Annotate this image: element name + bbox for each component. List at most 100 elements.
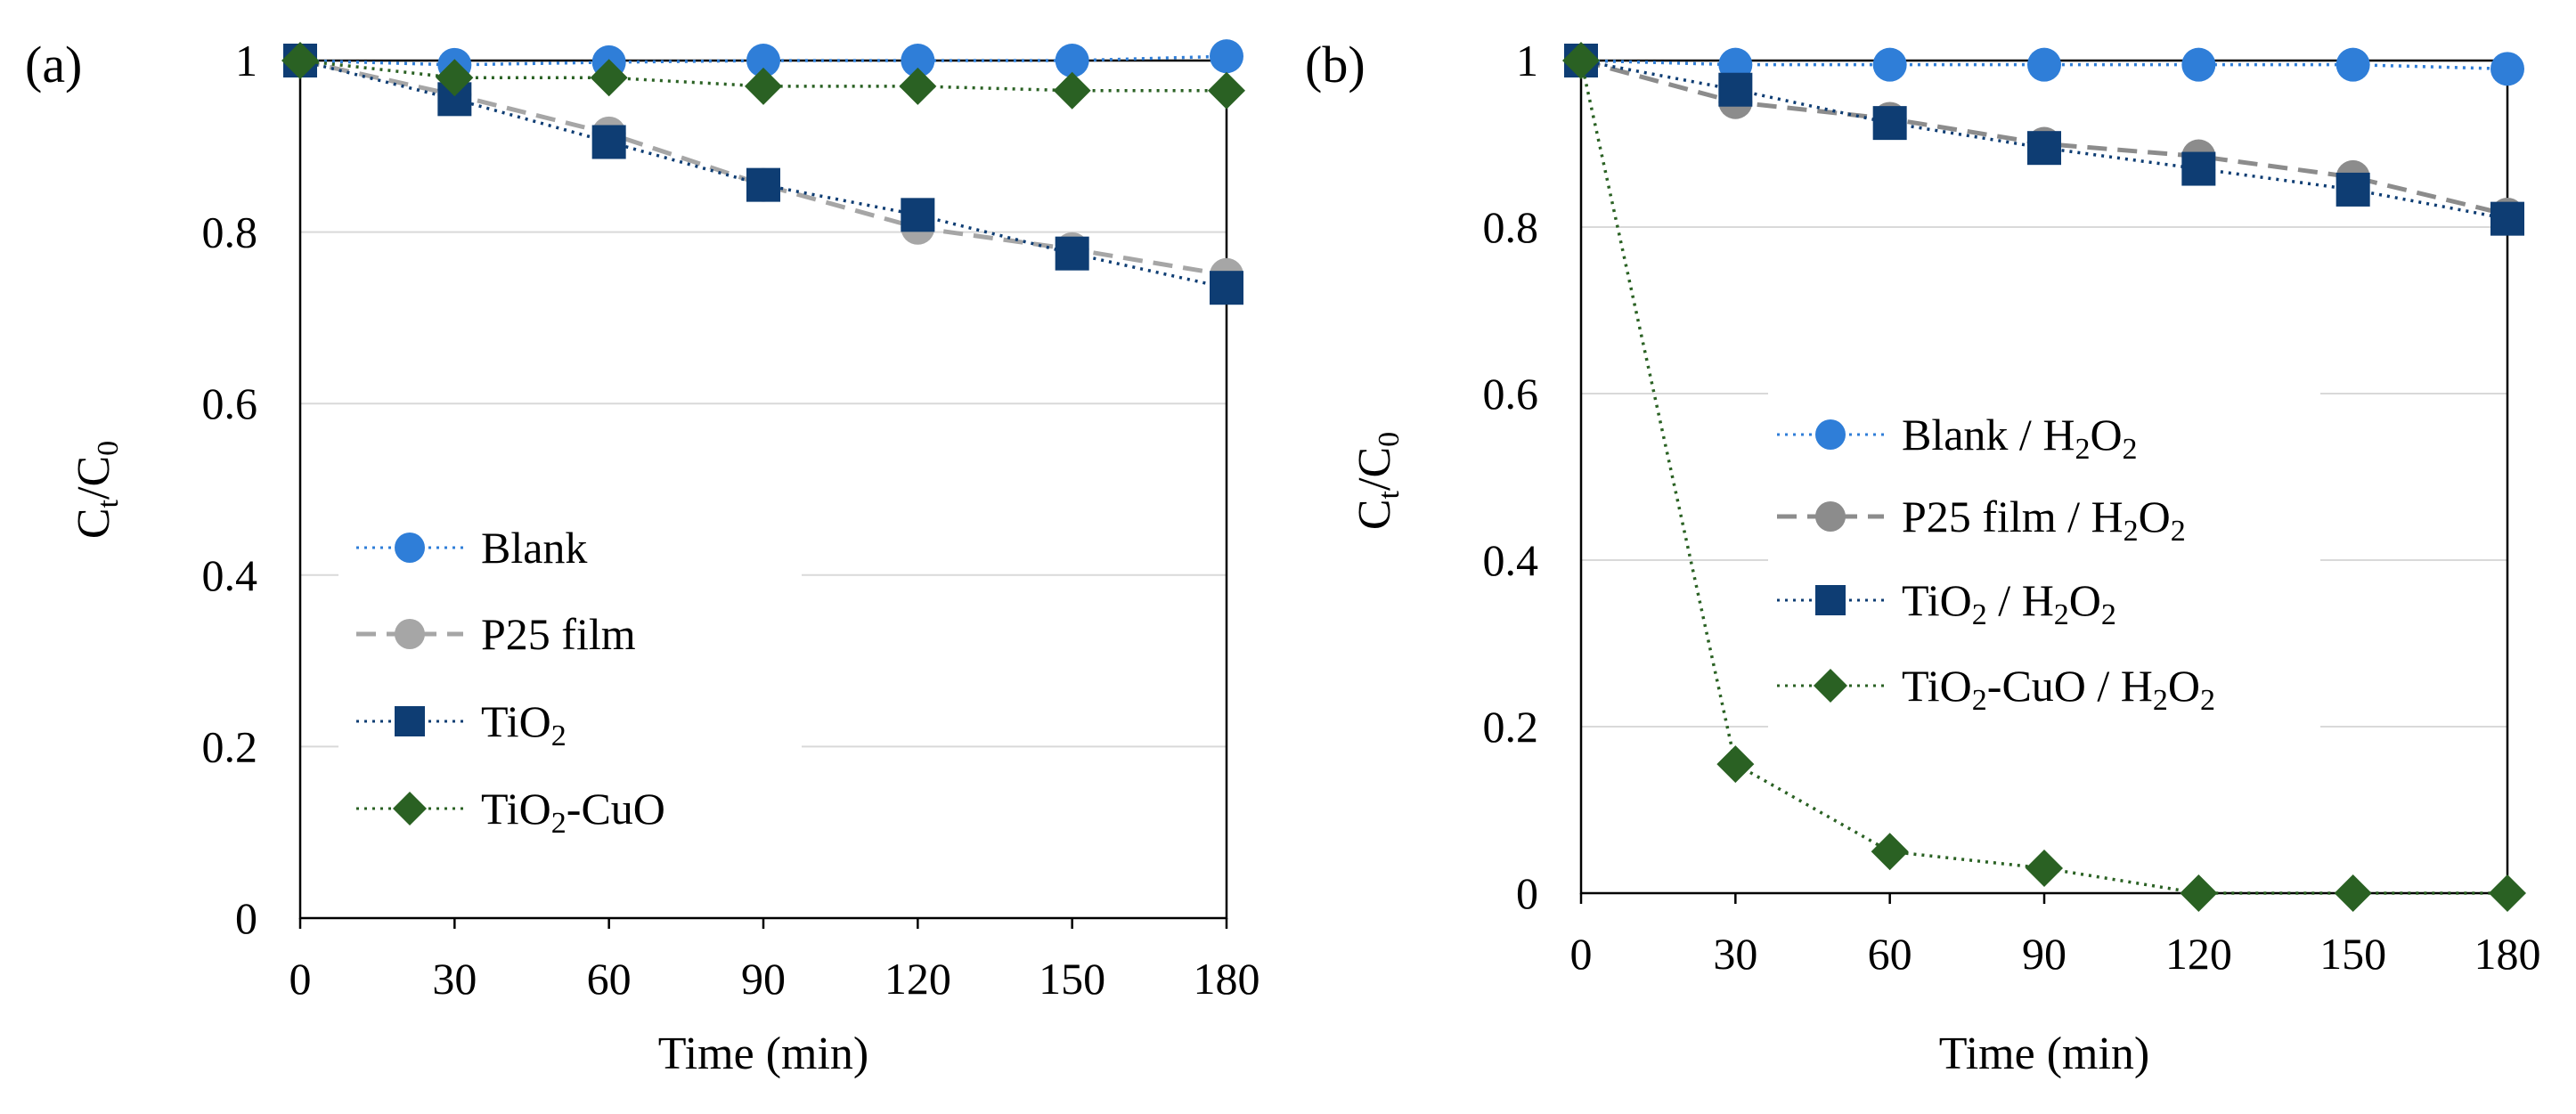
x-tick-label: 150: [2319, 929, 2386, 979]
y-tick-label: 0.8: [202, 207, 258, 257]
panel-b-x-ticks: 0 30 60 90 120 150 180: [1570, 893, 2541, 979]
y-tick-label: 0.4: [202, 550, 258, 600]
data-point-blank-h2o2: [2336, 47, 2370, 82]
legend-label-tio2: TiO2: [481, 696, 567, 752]
data-point-tio2-cuo-h2o2: [2334, 874, 2372, 912]
panel-b: (b) 0 0.2 0.4 0.6 0.8 1 0 30 60 90 120 150 180 Blan…: [1305, 36, 2541, 1079]
y-tick-label: 1: [235, 36, 257, 85]
x-tick-label: 120: [2165, 929, 2232, 979]
data-point-tio2-h2o2: [1872, 106, 1907, 141]
legend-entry-p25-film-h2o2: P25 film / H2O2: [1777, 492, 2186, 548]
data-point-tio2-cuo-h2o2: [2489, 874, 2526, 912]
legend-label-tio2-h2o2: TiO2 / H2O2: [1902, 575, 2116, 631]
panel-b-series: [1562, 42, 2526, 912]
y-tick-label: 1: [1516, 36, 1538, 85]
x-tick-label: 30: [1713, 929, 1757, 979]
panel-a-tag: (a): [25, 36, 82, 94]
data-point-blank-h2o2: [1872, 47, 1907, 82]
data-point-blank: [1210, 39, 1243, 74]
panel-a-series: [281, 39, 1245, 305]
legend-label-tio2-cuo: TiO2-CuO: [481, 784, 665, 840]
panel-a-x-axis-label: Time (min): [658, 1029, 868, 1079]
legend-entry-tio2-cuo-h2o2: TiO2-CuO / H2O2: [1777, 661, 2215, 717]
panel-a-legend: Blank P25 film TiO2 TiO2-CuO: [338, 523, 802, 873]
data-point-tio2-cuo: [745, 67, 782, 105]
legend-marker-tio2-cuo: [393, 792, 427, 825]
legend-entry-blank: Blank: [356, 523, 587, 573]
series-tio2-cuo-h2o2: [1562, 42, 2526, 912]
data-point-tio2-cuo: [590, 59, 628, 97]
x-tick-label: 150: [1039, 954, 1105, 1004]
data-point-tio2: [1055, 236, 1089, 271]
legend-marker-p25-film-h2o2: [1815, 501, 1846, 532]
data-point-tio2: [1210, 271, 1243, 305]
y-tick-label: 0.6: [1483, 369, 1539, 419]
panel-b-y-axis-label: Ct/C0: [1349, 432, 1406, 530]
panel-a-x-ticks: 0 30 60 90 120 150 180: [289, 918, 1260, 1004]
data-point-tio2: [591, 125, 626, 159]
legend-label-blank-h2o2: Blank / H2O2: [1902, 410, 2138, 466]
y-tick-label: 0.6: [202, 378, 258, 428]
data-point-tio2-cuo-h2o2: [1562, 42, 1600, 79]
data-point-tio2-h2o2: [2027, 131, 2061, 166]
data-point-tio2-cuo-h2o2: [2026, 849, 2063, 887]
data-point-blank: [746, 44, 780, 77]
legend-entry-tio2-cuo: TiO2-CuO: [356, 784, 665, 840]
data-point-tio2-h2o2: [2490, 201, 2524, 236]
panel-b-tag: (b): [1305, 36, 1365, 94]
data-point-tio2-cuo: [1208, 71, 1245, 110]
legend-entry-p25-film: P25 film: [356, 609, 636, 659]
data-point-blank: [901, 44, 935, 77]
panel-b-x-axis-label: Time (min): [1939, 1029, 2149, 1079]
legend-entry-blank-h2o2: Blank / H2O2: [1777, 410, 2138, 466]
data-point-tio2-cuo-h2o2: [1716, 745, 1755, 784]
y-tick-label: 0.8: [1483, 202, 1539, 252]
legend-marker-p25-film: [395, 619, 425, 649]
x-tick-label: 60: [587, 954, 632, 1004]
legend-label-p25-film-h2o2: P25 film / H2O2: [1902, 492, 2186, 548]
data-point-blank: [1055, 44, 1089, 77]
panel-a-y-ticks: 0 0.2 0.4 0.6 0.8 1: [202, 36, 258, 943]
data-point-tio2-h2o2: [1718, 72, 1753, 107]
data-point-tio2: [746, 167, 780, 202]
series-tio2: [283, 44, 1243, 305]
data-point-tio2-cuo: [1053, 71, 1091, 110]
data-point-tio2-cuo: [899, 67, 937, 105]
data-point-blank-h2o2: [2027, 47, 2061, 82]
series-tio2-h2o2: [1564, 44, 2524, 236]
legend-marker-tio2-cuo-h2o2: [1814, 669, 1847, 703]
data-point-tio2-h2o2: [2336, 172, 2370, 207]
panel-b-legend: Blank / H2O2 P25 film / H2O2 TiO2 / H2O2…: [1768, 392, 2320, 739]
legend-label-blank: Blank: [481, 523, 587, 573]
panel-b-y-ticks: 0 0.2 0.4 0.6 0.8 1: [1483, 36, 1539, 918]
data-point-blank-h2o2: [2490, 52, 2524, 86]
data-point-blank-h2o2: [2181, 47, 2216, 82]
data-point-tio2-cuo: [436, 59, 474, 97]
data-point-tio2-cuo-h2o2: [2180, 874, 2218, 912]
x-tick-label: 30: [432, 954, 477, 1004]
panel-a: (a) 0 0.2 0.4 0.6 0.8 1 0 30 60 90 120 150 180 Ct/C…: [25, 36, 1260, 1079]
legend-marker-blank: [395, 533, 425, 563]
x-tick-label: 0: [289, 954, 312, 1004]
x-tick-label: 90: [741, 954, 786, 1004]
legend-marker-tio2-h2o2: [1815, 585, 1846, 615]
x-tick-label: 90: [2022, 929, 2067, 979]
y-tick-label: 0.2: [1483, 702, 1539, 752]
y-tick-label: 0: [235, 893, 257, 943]
y-tick-label: 0.4: [1483, 535, 1539, 585]
x-tick-label: 0: [1570, 929, 1593, 979]
legend-entry-tio2: TiO2: [356, 696, 567, 752]
x-tick-label: 180: [1194, 954, 1260, 1004]
data-point-tio2-h2o2: [2181, 151, 2216, 186]
data-point-tio2-cuo-h2o2: [1871, 833, 1909, 871]
y-tick-label: 0.2: [202, 721, 258, 771]
x-tick-label: 180: [2474, 929, 2541, 979]
panel-a-y-axis-label: Ct/C0: [69, 441, 125, 539]
legend-label-p25-film: P25 film: [481, 609, 636, 659]
legend-marker-tio2: [395, 706, 425, 736]
data-point-tio2: [901, 198, 935, 232]
x-tick-label: 120: [884, 954, 951, 1004]
legend-label-tio2-cuo-h2o2: TiO2-CuO / H2O2: [1902, 661, 2215, 717]
y-tick-label: 0: [1516, 868, 1538, 918]
